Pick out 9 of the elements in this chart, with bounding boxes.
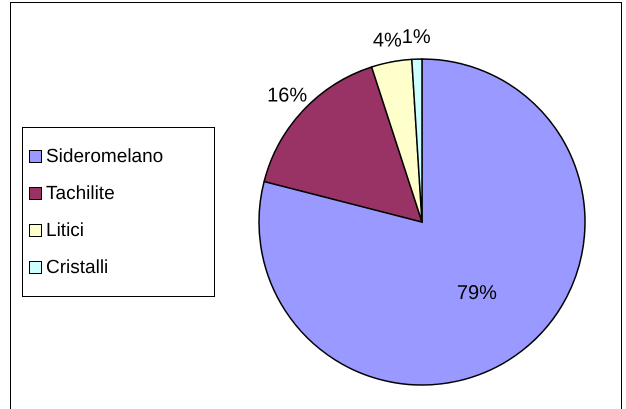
legend-label: Cristalli	[46, 256, 108, 278]
legend-label: Sideromelano	[46, 146, 164, 168]
pie-slice	[258, 58, 586, 386]
data-label: 16%	[267, 84, 308, 106]
legend-label: Litici	[46, 220, 84, 242]
legend-label: Tachilite	[46, 182, 115, 204]
data-label: 79%	[456, 282, 498, 304]
data-label: 1%	[402, 26, 431, 48]
data-label: 4%	[372, 29, 402, 52]
